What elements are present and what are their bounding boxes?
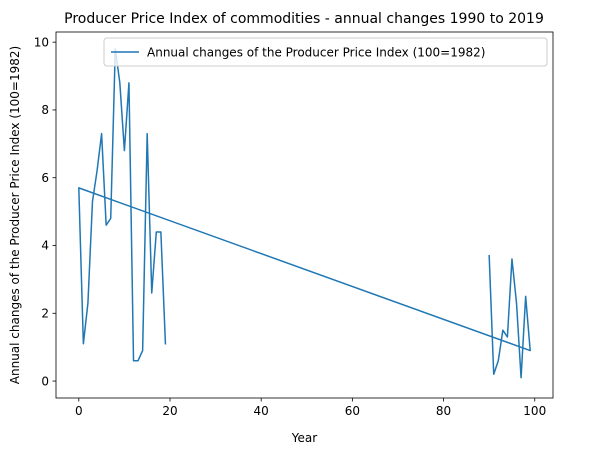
x-tick-label: 60 (345, 404, 360, 418)
series-line (78, 48, 531, 379)
x-tick-label: 0 (75, 404, 83, 418)
x-tick-label: 40 (254, 404, 269, 418)
legend-label: Annual changes of the Producer Price Ind… (147, 46, 485, 60)
x-tick-label: 20 (162, 404, 177, 418)
y-tick-label: 0 (41, 374, 49, 388)
series-layer (78, 48, 531, 379)
y-tick-label: 6 (41, 171, 49, 185)
x-axis-label: Year (291, 431, 317, 445)
y-tick-label: 2 (41, 306, 49, 320)
y-tick-label: 4 (41, 239, 49, 253)
y-tick-label: 10 (34, 35, 49, 49)
y-axis-ticks: 0 2 4 6 8 10 (34, 35, 56, 388)
x-axis-ticks: 0 20 40 60 80 100 (75, 398, 546, 418)
chart-title: Producer Price Index of commodities - an… (64, 11, 544, 27)
plot-area (56, 32, 553, 398)
legend-box (103, 37, 548, 67)
x-tick-label: 80 (436, 404, 451, 418)
x-tick-label: 100 (523, 404, 546, 418)
plot-frame (55, 31, 554, 399)
legend: Annual changes of the Producer Price Ind… (103, 37, 548, 67)
y-tick-label: 8 (41, 103, 49, 117)
y-axis-label: Annual changes of the Producer Price Ind… (8, 46, 22, 384)
